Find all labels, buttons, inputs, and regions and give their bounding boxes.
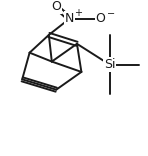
Text: −: − bbox=[107, 9, 115, 19]
Text: Si: Si bbox=[104, 58, 115, 71]
Text: N: N bbox=[65, 12, 74, 25]
Text: O: O bbox=[51, 0, 61, 13]
Text: O: O bbox=[96, 12, 106, 25]
Text: +: + bbox=[74, 8, 82, 18]
